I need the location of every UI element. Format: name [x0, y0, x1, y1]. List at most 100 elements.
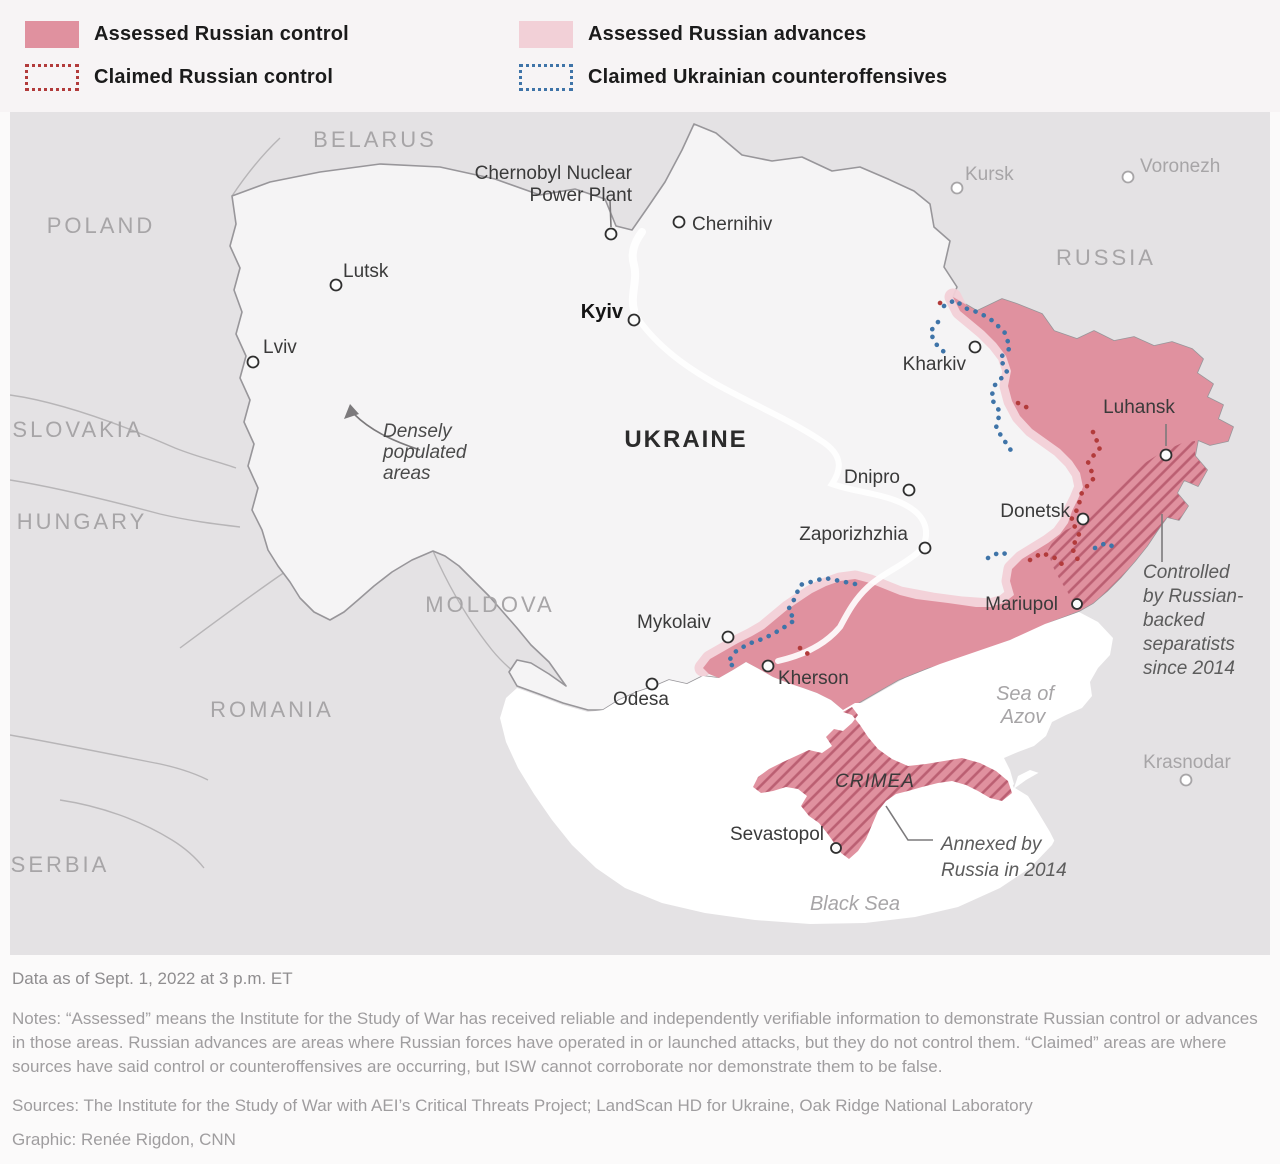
city-marker-kharkiv	[968, 340, 982, 354]
sea-label-azov-2: Azov	[1000, 706, 1046, 728]
city-marker-dnipro	[902, 483, 916, 497]
annotation-separatists-1: Controlled	[1143, 562, 1231, 583]
city-label-lutsk: Lutsk	[343, 261, 389, 282]
annotation-separatists-2: by Russian-	[1143, 586, 1243, 607]
legend-swatch-assessed-advances-icon	[519, 21, 573, 48]
city-label-dnipro: Dnipro	[844, 467, 900, 488]
city-marker-sevastopol	[830, 842, 842, 854]
city-marker-luhansk	[1159, 448, 1173, 462]
city-labels: Chernobyl Nuclear Power Plant Chernihiv …	[263, 156, 1231, 845]
city-marker-voronezh	[1121, 170, 1135, 184]
notes-text: Notes: “Assessed” means the Institute fo…	[12, 1009, 1258, 1076]
country-label-russia: RUSSIA	[1056, 245, 1156, 270]
legend-label-claimed-russian: Claimed Russian control	[94, 66, 334, 88]
city-marker-zaporizhzhia	[918, 541, 932, 555]
city-marker-mariupol	[1071, 598, 1083, 610]
annotation-annexed-2: Russia in 2014	[941, 860, 1067, 881]
legend-item-claimed-ukrainian: Claimed Ukrainian counteroffensives	[519, 64, 1280, 91]
legend-item-assessed-control: Assessed Russian control	[25, 21, 519, 48]
city-marker-chernobyl	[604, 227, 618, 241]
credit-text: Graphic: Renée Rigdon, CNN	[12, 1130, 236, 1150]
city-label-chernihiv: Chernihiv	[692, 214, 773, 235]
city-marker-lutsk	[329, 278, 343, 292]
country-label-serbia: SERBIA	[11, 852, 110, 877]
city-label-kursk: Kursk	[965, 164, 1014, 185]
legend-item-claimed-russian: Claimed Russian control	[25, 64, 519, 91]
city-label-mykolaiv: Mykolaiv	[637, 612, 711, 633]
legend-swatch-claimed-ukrainian-icon	[519, 64, 573, 91]
annotation-separatists-3: backed	[1143, 610, 1206, 631]
dnieper-river	[633, 313, 929, 664]
sea-labels: Sea of Azov Black Sea	[810, 683, 1056, 915]
annotation-separatists-4: separatists	[1143, 634, 1235, 655]
claimed-russian-line-kherson	[797, 645, 811, 657]
country-label-moldova: MOLDOVA	[425, 592, 554, 617]
legend-label-assessed-advances: Assessed Russian advances	[588, 23, 867, 45]
legend-swatch-assessed-control-icon	[25, 21, 79, 48]
annotation-densely-1: Densely	[383, 421, 453, 442]
city-marker-chernihiv	[672, 215, 686, 229]
city-marker-odesa	[645, 677, 659, 691]
sea-label-azov-1: Sea of	[996, 683, 1056, 705]
city-marker-lviv	[246, 355, 260, 369]
city-marker-mykolaiv	[721, 630, 735, 644]
country-label-belarus: BELARUS	[313, 127, 437, 152]
claimed-russian-control-lines	[797, 296, 1103, 657]
city-label-chernobyl-2: Power Plant	[530, 185, 633, 206]
city-label-donetsk: Donetsk	[1000, 501, 1070, 522]
country-label-poland: POLAND	[47, 213, 155, 238]
legend: Assessed Russian control Assessed Russia…	[0, 0, 1280, 112]
city-label-lviv: Lviv	[263, 337, 297, 358]
city-label-odesa: Odesa	[613, 689, 669, 710]
claimed-russian-line-donetsk-south	[1027, 550, 1066, 568]
city-marker-kherson	[761, 659, 775, 673]
city-marker-kyiv	[627, 313, 641, 327]
chernobyl-leader-line	[609, 199, 612, 228]
annotation-annexed-1: Annexed by	[940, 834, 1043, 855]
city-label-zaporizhzhia: Zaporizhzhia	[799, 524, 908, 545]
city-label-sevastopol: Sevastopol	[730, 824, 824, 845]
densely-arrowhead-icon	[344, 404, 359, 419]
donbas-hatched-area	[1048, 441, 1207, 611]
claimed-russian-line-donbas	[1068, 429, 1103, 563]
city-markers	[246, 215, 1173, 854]
sea-label-black-sea: Black Sea	[810, 893, 900, 915]
city-marker-kursk	[950, 181, 964, 195]
map-annotations: Densely populated areas Controlled by Ru…	[382, 421, 1243, 881]
claimed-ukrainian-line-kharkiv-west	[927, 319, 947, 355]
annotation-separatists-5: since 2014	[1143, 658, 1235, 679]
city-label-kyiv: Kyiv	[581, 301, 624, 323]
city-label-krasnodar: Krasnodar	[1143, 752, 1231, 773]
region-label-crimea: CRIMEA	[835, 771, 915, 792]
claimed-ukrainian-line-donetsk-2	[1092, 540, 1119, 551]
russian-city-markers	[950, 170, 1193, 787]
city-label-luhansk: Luhansk	[1103, 397, 1175, 418]
densely-arrow-line	[353, 413, 421, 451]
leader-lines	[353, 199, 1167, 841]
country-label-slovakia: SLOVAKIA	[12, 417, 143, 442]
assessed-control-area	[703, 297, 1233, 710]
black-sea-shape	[500, 662, 1070, 924]
claimed-ukrainian-counteroffensive-lines	[724, 297, 1119, 673]
legend-swatch-claimed-russian-icon	[25, 64, 79, 91]
country-label-hungary: HUNGARY	[17, 509, 148, 534]
country-label-ukraine: UKRAINE	[624, 426, 747, 453]
annotation-densely-2: populated	[382, 442, 468, 463]
legend-label-claimed-ukrainian: Claimed Ukrainian counteroffensives	[588, 66, 948, 88]
city-label-voronezh: Voronezh	[1140, 156, 1220, 177]
krasnodar-land-shape	[1015, 720, 1270, 955]
city-marker-donetsk	[1076, 512, 1090, 526]
map-canvas: BELARUS POLAND SLOVAKIA HUNGARY MOLDOVA …	[9, 112, 1270, 955]
sources-text: Sources: The Institute for the Study of …	[12, 1096, 1033, 1116]
city-label-kherson: Kherson	[778, 668, 849, 689]
crimea-hatched-area	[753, 707, 1012, 859]
country-labels: BELARUS POLAND SLOVAKIA HUNGARY MOLDOVA …	[11, 127, 1156, 877]
city-label-kharkiv: Kharkiv	[903, 354, 967, 375]
claimed-russian-line-kharkiv-ne	[937, 296, 951, 306]
legend-label-assessed-control: Assessed Russian control	[94, 23, 349, 45]
data-as-of-text: Data as of Sept. 1, 2022 at 3 p.m. ET	[12, 969, 293, 988]
claimed-russian-line-izium	[1015, 400, 1033, 412]
city-label-mariupol: Mariupol	[985, 594, 1058, 615]
footer: Data as of Sept. 1, 2022 at 3 p.m. ET No…	[0, 955, 1280, 1164]
annexed-leader-line	[885, 805, 933, 841]
